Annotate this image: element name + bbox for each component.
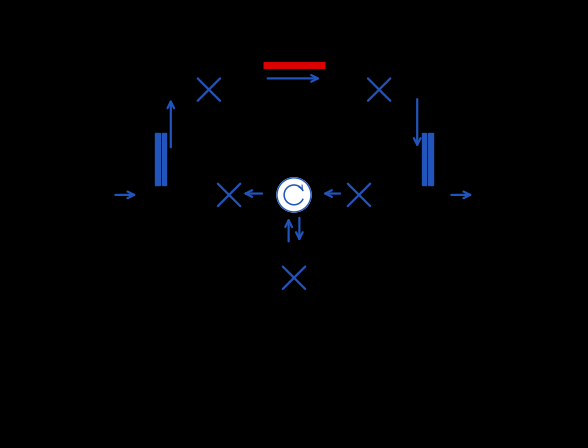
Bar [155,134,159,185]
Circle shape [277,178,311,212]
Bar [429,134,433,185]
Bar [162,134,166,185]
Bar [422,134,426,185]
